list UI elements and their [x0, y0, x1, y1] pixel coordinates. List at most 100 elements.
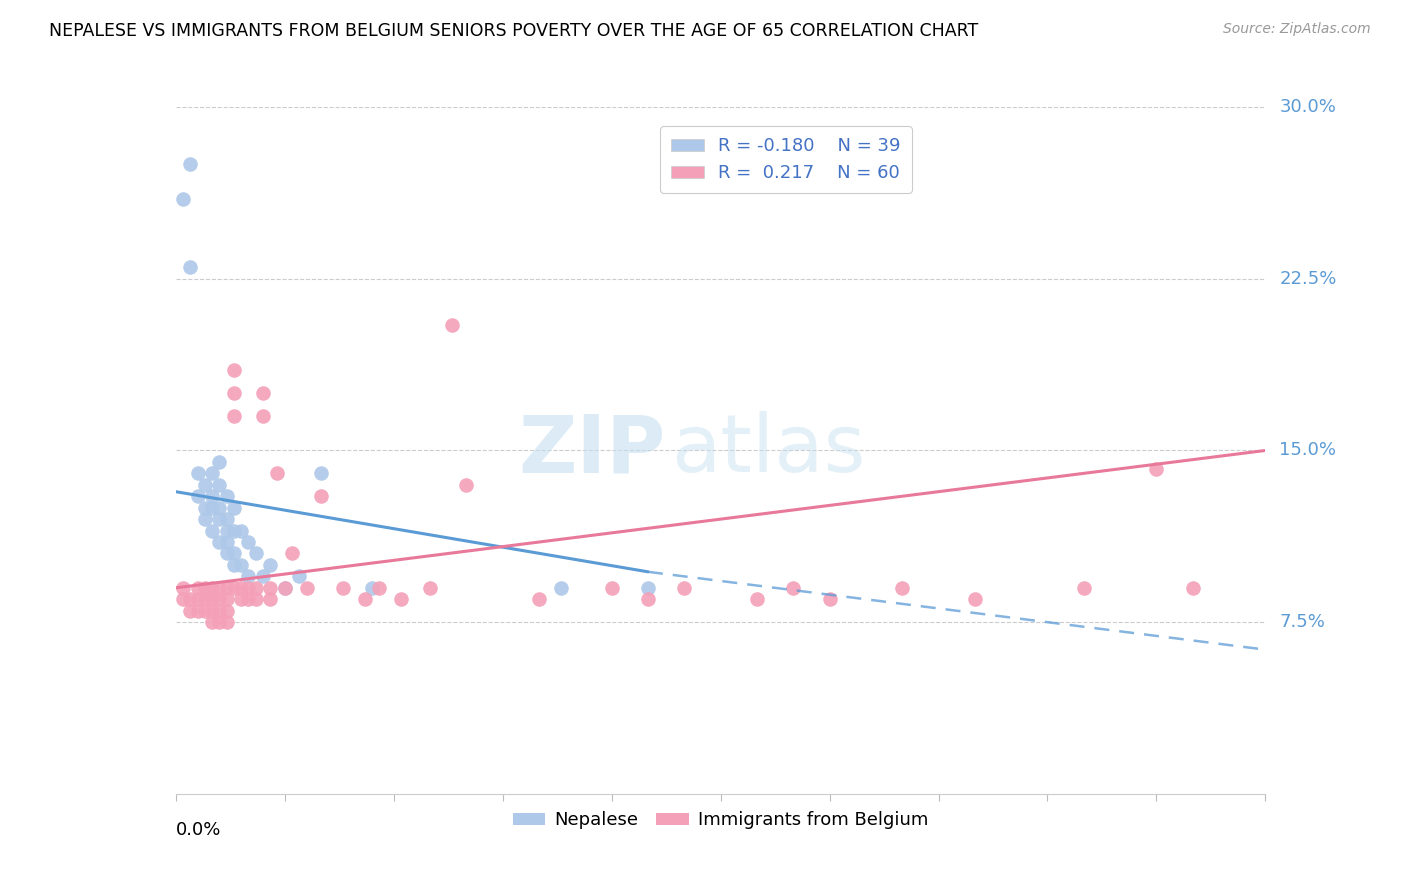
Point [332, 581, 354, 595]
Point [259, 581, 281, 595]
Point [201, 581, 224, 595]
Point [172, 581, 194, 595]
Point [208, 592, 231, 607]
Text: atlas: atlas [672, 411, 866, 490]
Point [295, 581, 318, 595]
Text: ZIP: ZIP [519, 411, 666, 490]
Point [208, 615, 231, 630]
Point [1146, 462, 1168, 476]
Point [745, 592, 768, 607]
Point [1073, 581, 1095, 595]
Point [201, 604, 224, 618]
Point [288, 569, 311, 583]
Point [673, 581, 696, 595]
Point [186, 467, 209, 481]
Point [201, 524, 224, 538]
Point [245, 581, 267, 595]
Point [194, 500, 217, 515]
Point [231, 592, 253, 607]
Point [222, 363, 245, 377]
Point [215, 604, 238, 618]
Point [208, 535, 231, 549]
Point [186, 581, 209, 595]
Point [238, 592, 260, 607]
Point [259, 558, 281, 572]
Text: NEPALESE VS IMMIGRANTS FROM BELGIUM SENIORS POVERTY OVER THE AGE OF 65 CORRELATI: NEPALESE VS IMMIGRANTS FROM BELGIUM SENI… [49, 22, 979, 40]
Text: 30.0%: 30.0% [1279, 98, 1336, 116]
Point [194, 604, 217, 618]
Point [222, 546, 245, 561]
Point [1181, 581, 1204, 595]
Point [201, 489, 224, 503]
Point [208, 500, 231, 515]
Point [389, 592, 412, 607]
Point [245, 592, 267, 607]
Text: 15.0%: 15.0% [1279, 442, 1336, 459]
Point [186, 604, 209, 618]
Point [194, 581, 217, 595]
Point [274, 581, 297, 595]
Point [215, 524, 238, 538]
Point [231, 558, 253, 572]
Point [266, 467, 288, 481]
Point [201, 500, 224, 515]
Point [527, 592, 550, 607]
Point [238, 581, 260, 595]
Point [215, 535, 238, 549]
Point [215, 546, 238, 561]
Point [252, 409, 274, 424]
Text: 22.5%: 22.5% [1279, 269, 1337, 288]
Point [222, 524, 245, 538]
Point [208, 604, 231, 618]
Point [222, 500, 245, 515]
Point [179, 604, 201, 618]
Point [637, 592, 659, 607]
Point [637, 581, 659, 595]
Point [231, 581, 253, 595]
Text: 7.5%: 7.5% [1279, 613, 1326, 632]
Point [215, 615, 238, 630]
Point [222, 386, 245, 401]
Point [179, 157, 201, 171]
Point [179, 592, 201, 607]
Point [456, 478, 478, 492]
Point [186, 489, 209, 503]
Point [222, 558, 245, 572]
Text: 0.0%: 0.0% [176, 822, 221, 839]
Point [360, 581, 382, 595]
Point [238, 535, 260, 549]
Point [172, 592, 194, 607]
Point [309, 467, 332, 481]
Point [201, 592, 224, 607]
Point [891, 581, 914, 595]
Point [179, 260, 201, 275]
Point [368, 581, 391, 595]
Point [222, 581, 245, 595]
Text: Source: ZipAtlas.com: Source: ZipAtlas.com [1223, 22, 1371, 37]
Point [186, 592, 209, 607]
Point [208, 581, 231, 595]
Point [353, 592, 375, 607]
Point [201, 615, 224, 630]
Point [238, 569, 260, 583]
Point [550, 581, 572, 595]
Point [194, 512, 217, 526]
Point [782, 581, 804, 595]
Point [215, 512, 238, 526]
Point [259, 592, 281, 607]
Point [600, 581, 623, 595]
Point [440, 318, 463, 332]
Point [245, 546, 267, 561]
Point [252, 386, 274, 401]
Point [274, 581, 297, 595]
Point [309, 489, 332, 503]
Point [215, 581, 238, 595]
Point [222, 409, 245, 424]
Legend: Nepalese, Immigrants from Belgium: Nepalese, Immigrants from Belgium [506, 804, 935, 837]
Point [818, 592, 841, 607]
Point [208, 478, 231, 492]
Point [208, 512, 231, 526]
Point [231, 524, 253, 538]
Point [194, 592, 217, 607]
Point [281, 546, 304, 561]
